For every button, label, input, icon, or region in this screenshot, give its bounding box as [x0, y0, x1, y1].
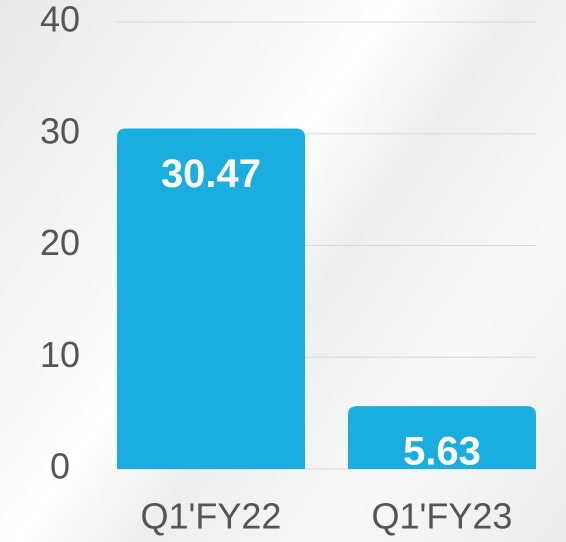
bar	[117, 128, 305, 470]
y-tick-label: 40	[40, 0, 80, 40]
x-tick-label: Q1'FY23	[372, 496, 513, 537]
x-tick-label: Q1'FY22	[141, 496, 282, 537]
y-tick-label: 30	[40, 110, 80, 151]
y-tick-label: 20	[40, 222, 80, 263]
y-tick-label: 10	[40, 334, 80, 375]
value-label: 30.47	[161, 152, 261, 196]
value-label: 5.63	[403, 430, 481, 474]
bar	[348, 406, 536, 469]
y-tick-label: 0	[50, 446, 70, 487]
